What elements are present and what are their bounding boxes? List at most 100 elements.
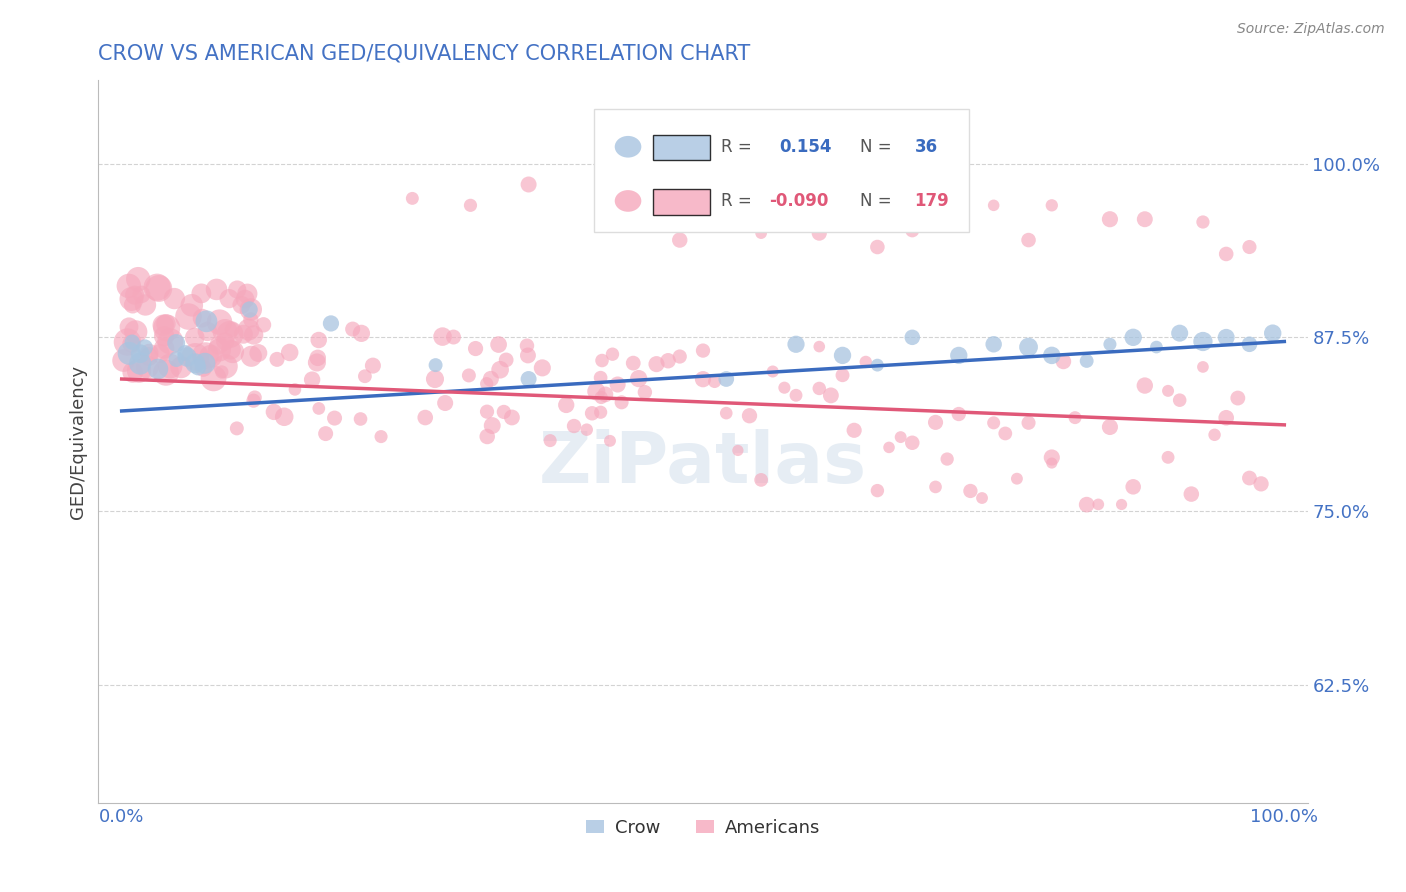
Point	[247, 346, 270, 360]
Point	[924, 480, 946, 494]
Point	[531, 360, 554, 375]
Point	[118, 279, 141, 293]
Point	[1168, 393, 1191, 408]
Point	[602, 347, 624, 361]
Point	[218, 292, 240, 306]
Point	[901, 330, 924, 344]
Point	[146, 280, 169, 294]
Point	[1192, 359, 1215, 374]
Point	[599, 185, 621, 199]
Point	[516, 348, 538, 362]
Point	[634, 385, 657, 400]
Point	[226, 283, 249, 297]
Point	[936, 452, 959, 467]
Point	[562, 419, 585, 434]
Point	[1018, 233, 1040, 247]
Point	[195, 314, 218, 328]
Point	[1215, 330, 1237, 344]
Point	[610, 395, 633, 409]
Point	[193, 361, 215, 376]
Point	[152, 318, 174, 333]
Text: 36: 36	[915, 137, 938, 156]
Point	[156, 321, 179, 335]
Point	[159, 334, 181, 349]
Point	[165, 352, 187, 367]
Point	[163, 292, 186, 306]
Point	[1052, 354, 1074, 368]
Point	[401, 191, 423, 205]
Point	[187, 360, 209, 375]
FancyBboxPatch shape	[595, 109, 969, 232]
Point	[177, 310, 200, 324]
Point	[855, 355, 877, 369]
Point	[1018, 340, 1040, 354]
Point	[1122, 330, 1144, 344]
Point	[425, 358, 447, 372]
Text: Source: ZipAtlas.com: Source: ZipAtlas.com	[1237, 22, 1385, 37]
Point	[434, 396, 457, 410]
Point	[118, 319, 141, 334]
Point	[323, 411, 346, 425]
Point	[342, 322, 364, 336]
Point	[370, 429, 392, 443]
Point	[1133, 378, 1156, 392]
Point	[129, 347, 152, 361]
Point	[1215, 247, 1237, 261]
Point	[236, 286, 259, 301]
Point	[1040, 198, 1063, 212]
Point	[901, 435, 924, 450]
Point	[831, 348, 853, 362]
Point	[983, 198, 1005, 212]
Point	[174, 346, 197, 360]
Point	[350, 326, 373, 341]
Point	[165, 336, 187, 351]
Point	[124, 288, 146, 302]
Point	[307, 351, 329, 365]
Point	[278, 345, 301, 359]
Point	[589, 405, 612, 419]
Point	[901, 223, 924, 237]
Point	[118, 346, 141, 360]
Point	[581, 406, 603, 420]
Point	[208, 343, 231, 357]
Point	[831, 368, 853, 383]
Point	[460, 198, 482, 212]
Point	[134, 298, 156, 312]
Point	[148, 281, 170, 295]
Point	[1111, 498, 1133, 512]
Point	[134, 341, 156, 355]
Point	[866, 483, 889, 498]
Point	[354, 369, 377, 384]
Text: N =: N =	[860, 137, 897, 156]
Point	[808, 381, 831, 395]
Point	[589, 370, 612, 384]
Point	[1239, 337, 1261, 351]
Point	[1239, 240, 1261, 254]
Text: 179: 179	[915, 192, 949, 210]
Point	[319, 317, 342, 331]
Point	[924, 416, 946, 430]
Point	[1098, 212, 1121, 227]
Point	[517, 178, 540, 192]
Text: N =: N =	[860, 192, 897, 210]
Point	[128, 364, 150, 378]
Point	[184, 350, 207, 364]
Point	[242, 328, 264, 343]
Point	[121, 366, 143, 380]
Point	[242, 393, 264, 408]
Point	[315, 426, 337, 441]
Point	[361, 359, 384, 373]
Point	[180, 298, 202, 312]
Point	[125, 325, 148, 339]
Point	[844, 423, 866, 437]
Point	[538, 434, 561, 448]
Point	[1157, 384, 1180, 398]
Point	[585, 384, 607, 399]
Point	[214, 325, 236, 339]
Text: 0.154: 0.154	[779, 137, 832, 156]
Point	[492, 405, 515, 419]
Point	[716, 372, 738, 386]
Point	[200, 349, 222, 363]
Point	[120, 336, 142, 351]
Point	[208, 338, 231, 352]
